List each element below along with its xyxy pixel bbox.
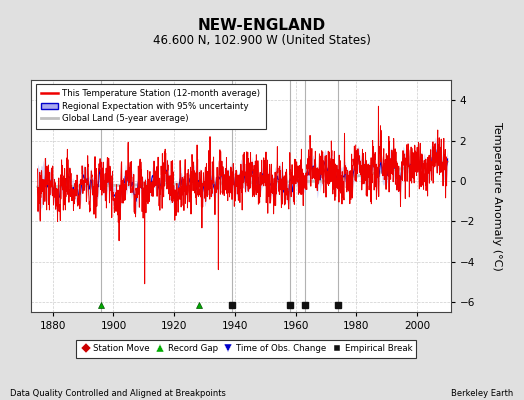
Text: 46.600 N, 102.900 W (United States): 46.600 N, 102.900 W (United States) xyxy=(153,34,371,47)
Text: Berkeley Earth: Berkeley Earth xyxy=(451,389,514,398)
Legend: This Temperature Station (12-month average), Regional Expectation with 95% uncer: This Temperature Station (12-month avera… xyxy=(36,84,266,128)
Legend: Station Move, Record Gap, Time of Obs. Change, Empirical Break: Station Move, Record Gap, Time of Obs. C… xyxy=(76,340,417,358)
Y-axis label: Temperature Anomaly (°C): Temperature Anomaly (°C) xyxy=(492,122,501,270)
Text: NEW-ENGLAND: NEW-ENGLAND xyxy=(198,18,326,33)
Text: Data Quality Controlled and Aligned at Breakpoints: Data Quality Controlled and Aligned at B… xyxy=(10,389,226,398)
